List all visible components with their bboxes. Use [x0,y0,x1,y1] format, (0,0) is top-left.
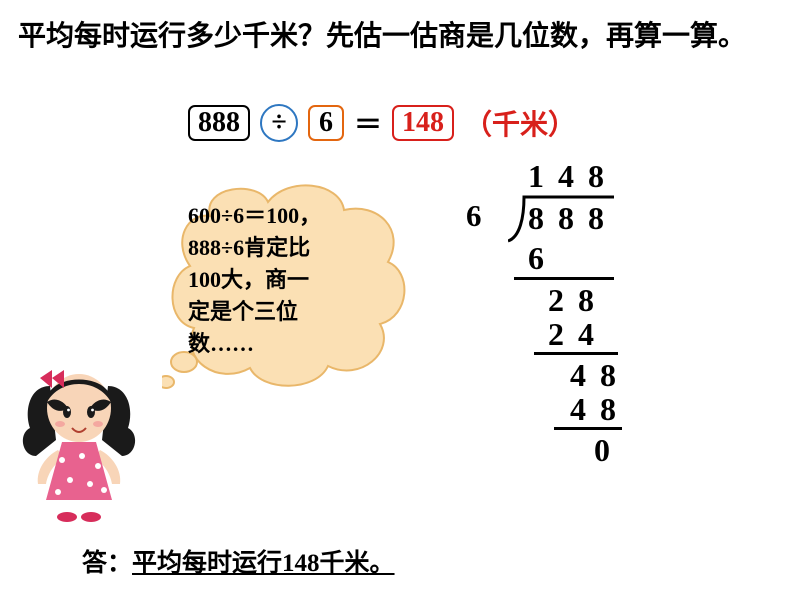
ld-step-1: 6 [528,242,547,276]
unit-group: （千米） [464,103,576,143]
ld-step-3: 2 4 [548,318,597,352]
ld-line-1 [514,277,614,280]
equals-sign: ＝ [354,103,382,143]
ld-line-3 [554,427,622,430]
dividend-box: 888 [188,105,250,141]
unit-open: （ [464,110,492,141]
answer: 答：平均每时运行148千米。 [82,543,395,579]
thought-line-5: 数…… [188,328,398,360]
girl-illustration [10,344,155,524]
ld-line-2 [534,352,618,355]
thought-line-2: 888÷6肯定比 [188,232,398,264]
ld-dividend: 8 8 8 [528,202,607,236]
thought-line-3: 100大，商一 [188,264,398,296]
equation: 888 ÷ 6 ＝ 148 （千米） [188,103,576,143]
answer-text: 平均每时运行148千米。 [132,550,395,577]
thought-bubble: 600÷6＝100， 888÷6肯定比 100大，商一 定是个三位 数…… [162,174,414,396]
ld-step-4: 4 8 [570,359,619,393]
divisor-box: 6 [308,105,344,141]
quotient-box: 148 [392,105,454,141]
unit-text: 千米 [492,110,548,141]
ld-quotient: 1 4 8 [528,160,607,194]
ld-step-5: 4 8 [570,393,619,427]
thought-line-4: 定是个三位 [188,296,398,328]
thought-text: 600÷6＝100， 888÷6肯定比 100大，商一 定是个三位 数…… [188,200,398,359]
question-text: 平均每时运行多少千米？先估一估商是几位数，再算一算。 [18,18,776,56]
unit-close: ） [548,110,576,141]
answer-prefix: 答： [82,550,132,577]
ld-step-2: 2 8 [548,284,597,318]
operator-circle: ÷ [260,104,298,142]
thought-line-1: 600÷6＝100， [188,200,398,232]
ld-remainder: 0 [594,434,613,468]
ld-divisor: 6 [466,200,485,233]
